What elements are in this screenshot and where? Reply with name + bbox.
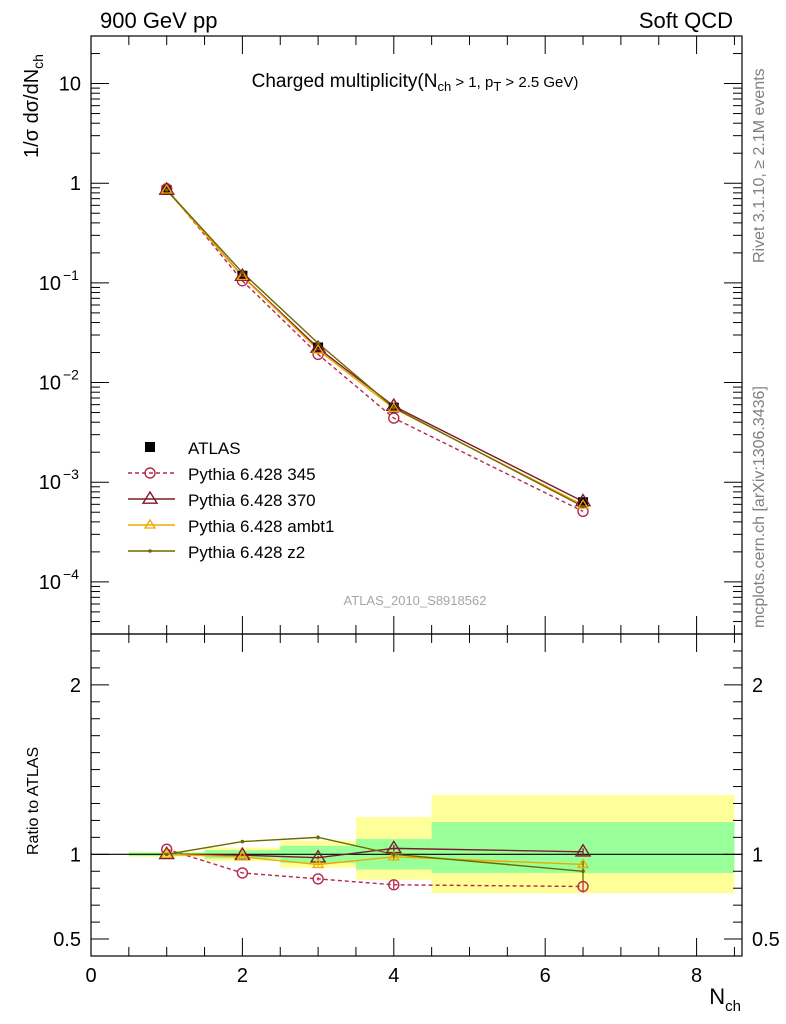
ratio-series-1-point <box>388 879 400 891</box>
ratio-y-tick-label-right: 1 <box>752 844 763 866</box>
mcplots-reference-label: mcplots.cern.ch [arXiv:1306.3436] <box>751 386 768 628</box>
series-2-point <box>385 397 403 412</box>
y-tick-label: 1 <box>70 173 81 195</box>
x-tick-label: 2 <box>237 965 248 987</box>
series-2-point <box>158 181 175 195</box>
series-3-point <box>160 183 173 194</box>
x-tick-label: 0 <box>85 965 96 987</box>
legend-marker-atlas <box>145 442 155 452</box>
series-2-point <box>309 339 327 353</box>
series-4-point <box>581 504 585 509</box>
header-left-label: 900 GeV pp <box>100 8 217 33</box>
ratio-y-tick-label: 0.5 <box>53 929 81 951</box>
ratio-series-1-point <box>577 880 589 893</box>
ratio-series-3-point <box>236 850 249 861</box>
series-line-1 <box>166 188 584 512</box>
ratio-series-4-point <box>316 835 320 840</box>
atlas-data-point <box>313 342 324 353</box>
series-4-point <box>391 405 396 410</box>
y-tick-exponent: −2 <box>63 367 79 383</box>
header-right-label: Soft QCD <box>639 8 733 33</box>
series-2-point <box>234 267 251 281</box>
analysis-watermark: ATLAS_2010_S8918562 <box>344 593 487 608</box>
legend-marker-3 <box>143 518 157 529</box>
legend-label-2: Pythia 6.428 370 <box>188 491 316 510</box>
series-1-point <box>312 348 324 361</box>
legend-marker-2 <box>141 490 159 504</box>
ratio-series-1-point <box>312 873 324 885</box>
ratio-series-2-point <box>158 845 175 860</box>
y-tick-label: 10 <box>39 472 61 494</box>
ratio-series-3-point <box>160 848 173 858</box>
ratio-series-4-point <box>164 852 169 857</box>
ratio-panel: 2 21 10.5 0.50 2 4 6 8 Ratio to ATLAS Nch <box>25 633 780 1015</box>
x-axis-label: Nch <box>709 984 741 1015</box>
main-title: Charged multiplicity(Nch > 1, pT > 2.5 G… <box>252 71 579 94</box>
ratio-series-3-point <box>387 850 400 861</box>
series-4-point <box>240 270 245 275</box>
series-4-point <box>316 341 320 346</box>
legend-marker-1 <box>144 467 156 479</box>
x-tick-label: 6 <box>540 965 551 987</box>
ratio-series-3-point <box>576 858 590 869</box>
y-tick-label: 10 <box>39 373 61 395</box>
main-y-axis-label: 1/σ dσ/dNch <box>21 54 46 158</box>
ratio-series-2-point <box>309 849 327 863</box>
series-1-point <box>388 412 400 424</box>
legend-marker-4 <box>148 549 152 553</box>
atlas-data-point <box>578 497 589 508</box>
y-tick-exponent: −1 <box>63 267 79 283</box>
ratio-y-tick-label-right: 0.5 <box>752 929 780 951</box>
series-3-point <box>387 402 400 413</box>
legend-label-3: Pythia 6.428 ambt1 <box>188 517 334 536</box>
series-3-point <box>236 270 249 281</box>
y-tick-exponent: −3 <box>63 466 79 482</box>
ratio-frame <box>90 633 743 957</box>
legend-label-4: Pythia 6.428 z2 <box>188 543 305 562</box>
ratio-series-1-point <box>236 867 249 879</box>
ratio-series-4-point <box>240 839 245 844</box>
legend: ATLAS Pythia 6.428 345 Pythia 6.428 370 Pyt… <box>128 439 334 562</box>
ratio-series-4-point <box>581 869 585 874</box>
series-line-4 <box>166 189 584 508</box>
y-tick-label: 10 <box>59 74 81 96</box>
ratio-y-tick-label: 2 <box>70 675 81 697</box>
x-tick-label: 4 <box>388 965 399 987</box>
ratio-y-tick-label: 1 <box>70 844 81 866</box>
y-tick-label: 10 <box>39 572 61 594</box>
x-tick-label: 8 <box>691 965 702 987</box>
series-3-point <box>311 343 325 354</box>
ratio-y-tick-label-right: 2 <box>752 675 763 697</box>
y-tick-exponent: −4 <box>63 566 79 582</box>
y-tick-label: 10 <box>39 273 61 295</box>
legend-label-1: Pythia 6.428 345 <box>188 465 316 484</box>
series-4-point <box>164 188 169 192</box>
ratio-series-2-point <box>574 843 592 857</box>
legend-label-atlas: ATLAS <box>188 439 241 458</box>
ratio-y-axis-label: Ratio to ATLAS <box>25 747 42 855</box>
ratio-series-3-point <box>311 858 325 869</box>
rivet-version-label: Rivet 3.1.10, ≥ 2.1M events <box>751 68 768 263</box>
ratio-series-4-point <box>391 852 396 857</box>
